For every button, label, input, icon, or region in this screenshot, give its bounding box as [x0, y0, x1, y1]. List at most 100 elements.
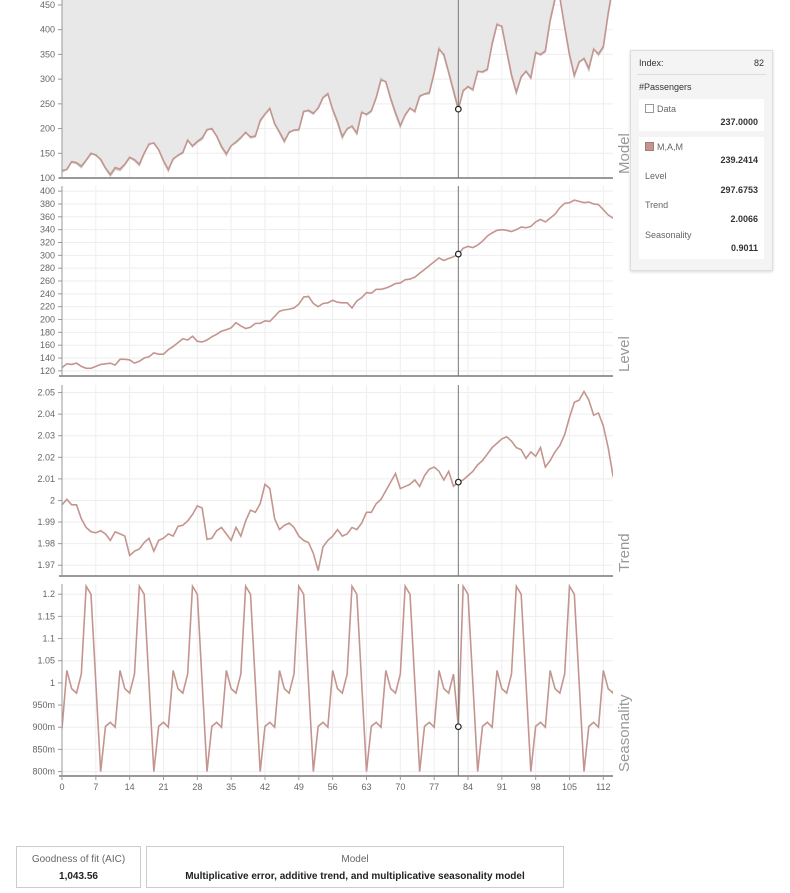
tooltip-level-label: Level: [645, 171, 667, 181]
x-tick-label: 49: [294, 782, 304, 792]
model-y-tick-label: 450: [40, 0, 55, 10]
level-y-tick-label: 360: [40, 212, 55, 222]
seasonality-y-tick-label: 1.1: [42, 634, 55, 644]
x-tick-label: 77: [429, 782, 439, 792]
x-tick-label: 91: [497, 782, 507, 792]
seasonality-y-tick-label: 950m: [32, 700, 55, 710]
x-tick-label: 42: [260, 782, 270, 792]
trend-line: [62, 389, 613, 571]
level-y-tick-label: 380: [40, 199, 55, 209]
model-y-tick-label: 150: [40, 148, 55, 158]
seasonality-y-tick-label: 1.2: [42, 589, 55, 599]
seasonality-y-tick-label: 850m: [32, 744, 55, 754]
trend-y-tick-label: 2.03: [37, 431, 55, 441]
hover-marker: [454, 723, 462, 731]
trend-y-tick-label: 2.04: [37, 409, 55, 419]
model-y-tick-label: 400: [40, 25, 55, 35]
trend-y-tick-label: 1.97: [37, 560, 55, 570]
level-y-tick-label: 120: [40, 366, 55, 376]
tooltip-model-label: M,A,M: [657, 142, 683, 152]
tooltip-model-box: M,A,M 239.2414 Level 297.6753 Trend 2.00…: [639, 137, 764, 259]
model-y-tick-label: 350: [40, 49, 55, 59]
level-y-tick-label: 260: [40, 276, 55, 286]
x-tick-label: 98: [531, 782, 541, 792]
x-tick-label: 0: [59, 782, 64, 792]
x-tick-label: 7: [93, 782, 98, 792]
level-y-tick-label: 280: [40, 263, 55, 273]
x-tick-label: 70: [395, 782, 405, 792]
seasonality-y-tick-label: 1: [50, 678, 55, 688]
level-y-tick-label: 400: [40, 186, 55, 196]
hover-marker: [454, 105, 462, 113]
level-y-tick-label: 340: [40, 225, 55, 235]
level-y-tick-label: 200: [40, 315, 55, 325]
hover-marker: [454, 250, 462, 258]
trend-y-tick-label: 1.98: [37, 539, 55, 549]
level-y-tick-label: 220: [40, 302, 55, 312]
seasonality-y-tick-label: 1.05: [37, 656, 55, 666]
trend-y-tick-label: 2.01: [37, 474, 55, 484]
level-y-tick-label: 160: [40, 340, 55, 350]
level-panel-title: Level: [616, 336, 633, 372]
tooltip-data-label: Data: [657, 104, 677, 114]
model-panel-title: Model: [616, 133, 633, 174]
aic-title: Goodness of fit (AIC): [31, 854, 126, 865]
level-line: [62, 199, 613, 370]
seasonality-y-tick-label: 800m: [32, 767, 55, 777]
model-y-tick-label: 100: [40, 173, 55, 183]
tooltip-level-value: 297.6753: [720, 185, 758, 195]
model-swatch-icon: [645, 142, 654, 151]
trend-y-tick-label: 2: [50, 495, 55, 505]
tooltip-seasonality-value: 0.9011: [730, 243, 758, 253]
hover-marker: [454, 478, 462, 486]
level-y-tick-label: 140: [40, 353, 55, 363]
seasonality-y-tick-label: 1.15: [37, 611, 55, 621]
x-tick-label: 28: [192, 782, 202, 792]
seasonality-panel-title: Seasonality: [616, 694, 633, 772]
model-line: [62, 0, 612, 176]
tooltip-data-box: Data 237.0000: [639, 99, 764, 131]
model-title: Model: [341, 854, 369, 865]
model-box: Model Multiplicative error, additive tre…: [146, 846, 564, 888]
level-y-tick-label: 320: [40, 237, 55, 247]
level-y-tick-label: 300: [40, 250, 55, 260]
tooltip-data-value: 237.0000: [720, 117, 758, 127]
seasonality-panel: 800m 850m 900m 950m 1 1.05 1.1 1.15 1.2 Seasonali…: [32, 584, 633, 777]
model-value: Multiplicative error, additive trend, an…: [185, 871, 525, 882]
model-y-tick-label: 250: [40, 99, 55, 109]
model-y-tick-label: 200: [40, 124, 55, 134]
level-y-tick-label: 240: [40, 289, 55, 299]
tooltip-series-title: #Passengers: [639, 82, 692, 92]
trend-panel: 1.97 1.98 1.99 2 2.01 2.02 2.03 2.04 2.05 Trend: [37, 385, 633, 577]
data-swatch-icon: [645, 104, 654, 113]
trend-y-tick-label: 1.99: [37, 517, 55, 527]
aic-value: 1,043.56: [59, 871, 98, 882]
tooltip-trend-value: 2.0066: [730, 214, 758, 224]
tooltip-model-value: 239.2414: [720, 155, 758, 165]
seasonality-line: [62, 584, 613, 772]
x-tick-label: 35: [226, 782, 236, 792]
level-panel: 120 140 160 180 200 220 240 260 280 300 320 340 360 3…: [40, 186, 633, 377]
level-y-tick-label: 180: [40, 327, 55, 337]
trend-y-tick-label: 2.05: [37, 388, 55, 398]
seasonality-y-tick-label: 900m: [32, 722, 55, 732]
x-tick-label: 105: [562, 782, 577, 792]
aic-box: Goodness of fit (AIC) 1,043.56: [16, 846, 141, 888]
x-tick-label: 21: [158, 782, 168, 792]
x-tick-label: 63: [361, 782, 371, 792]
tooltip-index-value: 82: [753, 58, 764, 68]
x-tick-label: 112: [596, 782, 610, 792]
trend-panel-title: Trend: [616, 533, 633, 572]
tooltip-header: Index: 82: [637, 57, 766, 75]
ets-chart: 100150200250300350400450Model12014016018…: [32, 0, 633, 792]
x-tick-label: 56: [328, 782, 338, 792]
tooltip-seasonality-label: Seasonality: [645, 230, 692, 240]
hover-tooltip: Index: 82 #Passengers Data 237.0000 M,A,…: [630, 50, 773, 271]
x-tick-label: 14: [125, 782, 135, 792]
x-tick-label: 84: [463, 782, 473, 792]
trend-y-tick-label: 2.02: [37, 452, 55, 462]
model-area: [62, 0, 611, 177]
tooltip-trend-label: Trend: [645, 200, 669, 210]
model-panel: 100 150 200 250 300 350 400 450 Model: [40, 0, 633, 183]
model-y-tick-label: 300: [40, 74, 55, 84]
